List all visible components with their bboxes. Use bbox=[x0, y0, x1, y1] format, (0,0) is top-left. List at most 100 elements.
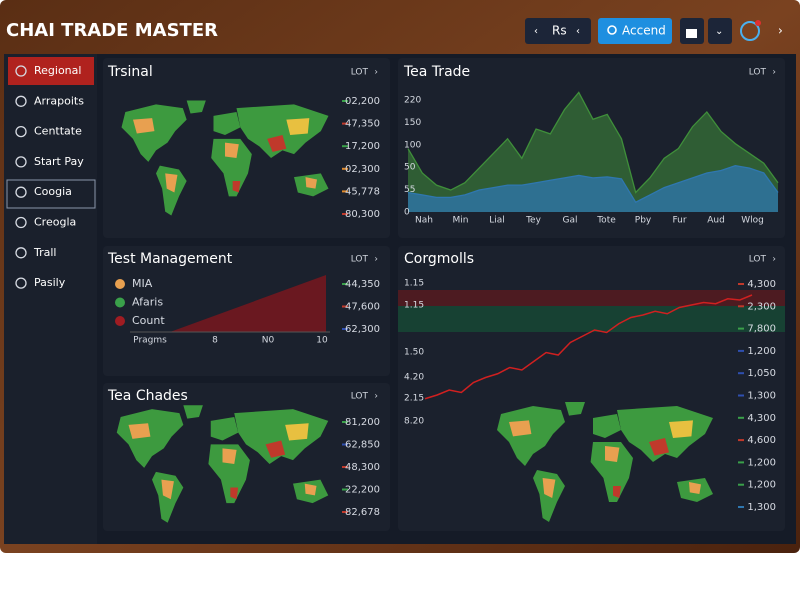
nav-item[interactable]: Centtate bbox=[34, 125, 82, 138]
legend-dot bbox=[115, 297, 125, 308]
chevron: ⌄ bbox=[715, 26, 723, 37]
nav-icon bbox=[15, 125, 27, 138]
panel-title: Tea Chades bbox=[107, 388, 188, 404]
value-label: 2,300 bbox=[747, 301, 776, 312]
currency-label[interactable]: Rs bbox=[552, 24, 567, 38]
chevron: › bbox=[374, 68, 378, 78]
value-label: 1,200 bbox=[747, 457, 776, 468]
panel-title: Tea Trade bbox=[403, 64, 470, 80]
chevron: › bbox=[772, 255, 776, 265]
value-label: 1,050 bbox=[747, 368, 776, 379]
currency-box[interactable] bbox=[525, 18, 591, 44]
value-label: 45,778 bbox=[345, 186, 380, 197]
value-label: 47,350 bbox=[345, 119, 380, 130]
y-label: 0 bbox=[404, 208, 410, 218]
value-label: 7,800 bbox=[747, 324, 776, 335]
nav-item[interactable]: Arrapoits bbox=[34, 94, 84, 107]
value-label: 1,300 bbox=[747, 502, 776, 513]
chevron: › bbox=[374, 392, 378, 402]
band-red bbox=[398, 290, 785, 306]
value-label: 02,300 bbox=[345, 164, 380, 175]
y-label: 4.20 bbox=[404, 373, 424, 383]
y-label: 8.20 bbox=[404, 417, 424, 427]
x-label: N0 bbox=[262, 336, 275, 346]
nav-icon bbox=[15, 95, 27, 107]
panel-title: Test Management bbox=[107, 251, 233, 267]
sidebar-selected bbox=[6, 179, 96, 209]
account-button[interactable] bbox=[598, 18, 672, 44]
panel-badge[interactable]: LOT bbox=[749, 68, 767, 78]
value-label: 4,300 bbox=[747, 279, 776, 290]
x-label: Fur bbox=[672, 216, 686, 226]
x-label: Gal bbox=[563, 216, 578, 226]
chevron: › bbox=[772, 68, 776, 78]
nav-icon bbox=[15, 65, 27, 77]
y-label: 1.15 bbox=[404, 279, 424, 289]
nav-icon bbox=[15, 216, 27, 229]
line bbox=[424, 294, 753, 400]
value-label: 48,300 bbox=[345, 462, 380, 473]
value-label: 80,300 bbox=[345, 209, 380, 220]
nav-item[interactable]: Trall bbox=[33, 246, 56, 259]
notification-dot bbox=[755, 20, 761, 26]
y-label: 1.15 bbox=[404, 301, 424, 311]
value-label: 1,200 bbox=[747, 346, 776, 357]
line bbox=[407, 91, 779, 194]
account-label[interactable]: Accend bbox=[622, 24, 666, 38]
sidebar-active bbox=[8, 57, 94, 85]
value-label: 44,350 bbox=[345, 279, 380, 290]
x-label: Aud bbox=[707, 216, 725, 226]
y-label: 2.15 bbox=[404, 394, 424, 404]
y-label: 1.50 bbox=[404, 348, 424, 358]
x-label: Wlog bbox=[741, 216, 764, 226]
x-label: 8 bbox=[212, 336, 218, 346]
panel-badge[interactable]: LOT bbox=[749, 255, 767, 265]
value-label: 22,200 bbox=[345, 485, 380, 496]
nav-item[interactable]: Pasily bbox=[34, 276, 66, 289]
x-label: Lial bbox=[489, 216, 505, 226]
value-label: 47,600 bbox=[345, 302, 380, 313]
x-label: Tey bbox=[525, 216, 542, 226]
legend-label: Afaris bbox=[132, 296, 163, 309]
chevron: ‹ bbox=[534, 26, 538, 37]
nav-item[interactable]: Start Pay bbox=[34, 155, 84, 168]
nav-icon bbox=[15, 277, 27, 289]
band-green bbox=[398, 306, 785, 332]
nav-item[interactable]: Regional bbox=[34, 64, 81, 77]
value-label: 4,300 bbox=[747, 413, 776, 424]
panel-title: Corgmolls bbox=[404, 251, 474, 267]
y-label: 55 bbox=[404, 185, 415, 195]
app-title: CHAI TRADE MASTER bbox=[6, 20, 218, 41]
dropdown-button[interactable] bbox=[708, 18, 732, 44]
panel-badge[interactable]: LOT bbox=[351, 68, 369, 78]
value-label: 4,600 bbox=[747, 435, 776, 446]
area bbox=[408, 165, 778, 212]
value-label: 02,200 bbox=[345, 96, 380, 107]
x-label: Min bbox=[453, 216, 469, 226]
y-label: 50 bbox=[404, 163, 416, 173]
globe-icon[interactable] bbox=[740, 21, 760, 41]
value-label: 62,300 bbox=[345, 324, 380, 335]
legend-label: Count bbox=[132, 314, 165, 327]
panel-badge[interactable]: LOT bbox=[351, 255, 369, 265]
x-label: 10 bbox=[316, 336, 328, 346]
x-label: Nah bbox=[415, 216, 433, 226]
value-label: 62,850 bbox=[345, 440, 380, 451]
y-label: 100 bbox=[404, 140, 421, 150]
panel-title: Trsinal bbox=[107, 64, 153, 80]
nav-item[interactable]: Coogia bbox=[34, 185, 72, 198]
panel-badge[interactable]: LOT bbox=[351, 392, 369, 402]
nav-icon bbox=[15, 156, 27, 168]
legend-label: MIA bbox=[132, 277, 153, 290]
nav-icon bbox=[15, 186, 27, 198]
value-label: 17,200 bbox=[345, 141, 380, 152]
chevron[interactable]: › bbox=[778, 24, 783, 38]
panel bbox=[398, 246, 785, 531]
search-icon bbox=[607, 25, 617, 35]
value-label: 1,300 bbox=[747, 391, 776, 402]
x-label: Pragms bbox=[133, 336, 167, 346]
nav-item[interactable]: Creogla bbox=[34, 216, 76, 229]
y-label: 150 bbox=[404, 118, 421, 128]
lock-icon bbox=[686, 29, 697, 38]
